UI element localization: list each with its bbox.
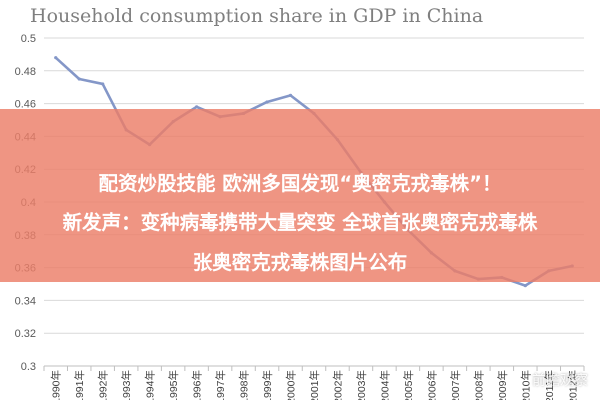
x-tick-label: 1992年 <box>97 370 110 400</box>
x-tick-label: 2005年 <box>402 370 415 400</box>
data-point <box>77 77 81 81</box>
x-tick-label: 1990年 <box>50 370 63 400</box>
y-tick-label: 0.46 <box>15 99 36 111</box>
overlay-banner <box>0 109 600 282</box>
x-tick-label: 2007年 <box>449 370 462 400</box>
x-tick-label: 1998年 <box>238 370 251 400</box>
data-point <box>101 82 105 86</box>
x-tick-label: 2008年 <box>472 370 485 400</box>
x-tick-label: 2001年 <box>308 370 321 400</box>
data-point <box>265 100 269 104</box>
data-point <box>54 56 58 60</box>
x-tick-label: 2011年 <box>543 370 556 400</box>
x-tick-label: 1999年 <box>261 370 274 400</box>
y-tick-label: 0.48 <box>15 66 36 78</box>
watermark: 前瞻观察 <box>532 373 588 389</box>
y-tick-label: 0.32 <box>15 328 36 340</box>
x-tick-label: 1996年 <box>191 370 204 400</box>
x-tick-label: 2009年 <box>496 370 509 400</box>
x-tick-label: 2000年 <box>285 370 298 400</box>
y-tick-label: 0.5 <box>21 33 36 45</box>
x-tick-label: 1993年 <box>120 370 133 400</box>
x-tick-label: 1995年 <box>167 370 180 400</box>
data-point <box>195 105 199 109</box>
y-tick-label: 0.3 <box>21 361 36 373</box>
data-point <box>523 284 527 288</box>
x-tick-label: 2004年 <box>378 370 391 400</box>
overlay-text-line-1: 配资炒股技能 欧洲多国发现“奥密克戎毒株”！ <box>98 172 502 195</box>
x-tick-label: 1991年 <box>73 370 86 400</box>
data-point <box>288 93 293 97</box>
overlay-text-line-3: 张奥密克戎毒株图片公布 <box>192 251 408 274</box>
x-tick-label: 2003年 <box>355 370 368 400</box>
chart-title: Household consumption share in GDP in Ch… <box>30 5 483 27</box>
x-tick-label: 2006年 <box>425 370 438 400</box>
x-axis-ticks: 1990年 1991年 1992年 1993年 1994年 1995年 1996年 1997年… <box>43 366 585 400</box>
x-tick-label: 2012年 <box>566 370 579 400</box>
x-tick-label: 2002年 <box>331 370 344 400</box>
y-tick-label: 0.34 <box>15 295 36 307</box>
x-tick-label: 1997年 <box>214 370 227 400</box>
overlay-text-line-2: 新发声：变种病毒携带大量突变 全球首张奥密克戎毒株 <box>62 211 538 234</box>
x-tick-label: 1994年 <box>144 370 157 400</box>
x-tick-label: 2010年 <box>519 370 532 400</box>
